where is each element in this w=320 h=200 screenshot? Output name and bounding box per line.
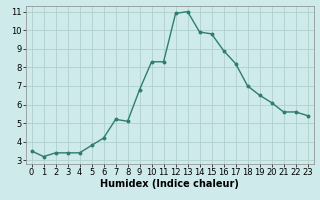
X-axis label: Humidex (Indice chaleur): Humidex (Indice chaleur) [100,179,239,189]
